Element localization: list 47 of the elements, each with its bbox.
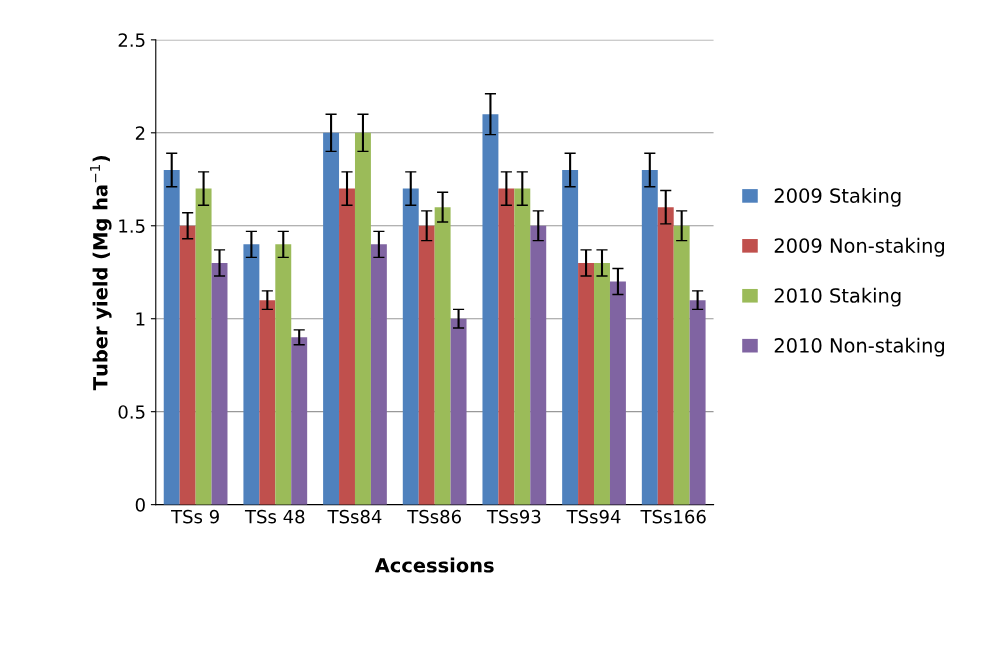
bar	[689, 300, 706, 505]
x-tick-label: TSs 9	[171, 509, 219, 524]
bar	[402, 188, 419, 505]
bar	[673, 225, 690, 505]
y-tick-label: 2.5	[118, 33, 145, 47]
bar	[354, 132, 371, 505]
bar	[530, 225, 547, 505]
legend-label: 2009 Staking	[774, 187, 901, 207]
bar	[482, 114, 499, 505]
y-tick-label: 0	[135, 498, 145, 512]
bar	[195, 188, 212, 505]
y-tick-label: 0.5	[118, 405, 145, 419]
bar	[609, 281, 626, 505]
legend-label: 2010 Staking	[774, 287, 901, 307]
x-tick-label: TSs166	[640, 509, 706, 524]
bar	[498, 188, 515, 505]
bar	[562, 169, 579, 505]
bar	[641, 169, 658, 505]
legend-label: 2009 Non-staking	[774, 237, 944, 257]
bar	[450, 318, 467, 505]
x-tick-label: TSs84	[327, 509, 382, 524]
bar	[259, 300, 276, 505]
bar	[434, 207, 451, 505]
bar	[370, 244, 387, 505]
bar	[179, 225, 196, 505]
bar	[657, 207, 674, 505]
bar	[594, 262, 610, 505]
bar	[291, 337, 308, 505]
bar	[275, 244, 292, 505]
x-tick-label: TSs 48	[244, 509, 305, 524]
bar	[578, 262, 595, 505]
y-tick-label: 1.5	[119, 219, 145, 233]
y-axis-title: Tuber yield (Mg ha$^{−1}$)	[90, 155, 112, 391]
bar	[418, 225, 435, 505]
x-tick-label: TSs93	[486, 509, 541, 524]
bar	[163, 169, 180, 505]
x-axis-title: Accessions	[374, 557, 494, 573]
bar	[514, 188, 531, 505]
bar	[323, 132, 340, 505]
legend-label: 2010 Non-staking	[774, 337, 944, 357]
bar	[211, 262, 228, 505]
x-tick-label: TSs94	[566, 509, 621, 524]
bar	[243, 244, 260, 505]
y-tick-label: 1	[136, 312, 145, 326]
x-tick-label: TSs86	[407, 509, 461, 524]
bar	[339, 188, 355, 505]
y-tick-label: 2	[135, 126, 145, 140]
